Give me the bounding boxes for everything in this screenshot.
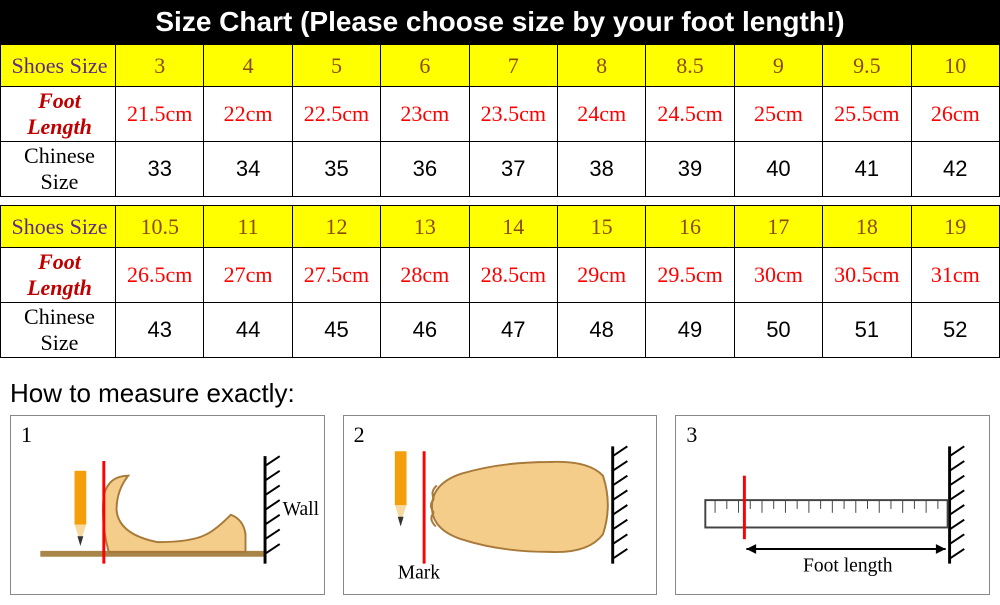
foot-length-row-cell: 28.5cm	[469, 248, 557, 303]
chinese-size-row: Chinese Size43444546474849505152	[1, 303, 1000, 358]
shoes-size-row-cell: 9	[734, 45, 822, 87]
shoes-size-row-cell: 17	[734, 206, 822, 248]
foot-length-row-cell: 25cm	[734, 87, 822, 142]
chinese-size-row-label: Chinese Size	[1, 303, 116, 358]
chinese-size-row: Chinese Size33343536373839404142	[1, 142, 1000, 197]
diagram-step-2: 2 Mark	[343, 415, 658, 595]
shoes-size-row: Shoes Size10.5111213141516171819	[1, 206, 1000, 248]
howto-heading: How to measure exactly:	[10, 378, 1000, 409]
diagram-step-1: 1 Wall	[10, 415, 325, 595]
chinese-size-row-cell: 49	[646, 303, 734, 358]
shoes-size-row-cell: 18	[823, 206, 911, 248]
foot-length-row-cell: 30.5cm	[823, 248, 911, 303]
foot-top-icon	[432, 462, 608, 552]
shoes-size-row-cell: 13	[381, 206, 469, 248]
shoes-size-row: Shoes Size3456788.599.510	[1, 45, 1000, 87]
diagram-3-svg: Foot length	[676, 416, 989, 594]
wall-label: Wall	[283, 499, 320, 520]
shoes-size-row-cell: 8.5	[646, 45, 734, 87]
chinese-size-row-cell: 51	[823, 303, 911, 358]
foot-side-icon	[103, 476, 245, 552]
title-bar: Size Chart (Please choose size by your f…	[0, 0, 1000, 44]
chinese-size-row-cell: 46	[381, 303, 469, 358]
chinese-size-row-cell: 41	[823, 142, 911, 197]
shoes-size-row-cell: 10	[911, 45, 999, 87]
foot-length-row-cell: 24.5cm	[646, 87, 734, 142]
foot-length-row: Foot Length26.5cm27cm27.5cm28cm28.5cm29c…	[1, 248, 1000, 303]
shoes-size-row-cell: 11	[204, 206, 292, 248]
shoes-size-row-cell: 9.5	[823, 45, 911, 87]
chinese-size-row-cell: 39	[646, 142, 734, 197]
shoes-size-row-cell: 14	[469, 206, 557, 248]
diagram-1-svg: Wall	[11, 416, 324, 594]
foot-length-row-cell: 26.5cm	[116, 248, 204, 303]
foot-length-row-cell: 23cm	[381, 87, 469, 142]
shoes-size-row-cell: 3	[116, 45, 204, 87]
chinese-size-row-cell: 36	[381, 142, 469, 197]
diagram-step-3: 3	[675, 415, 990, 595]
foot-length-row-cell: 31cm	[911, 248, 999, 303]
foot-length-row: Foot Length21.5cm22cm22.5cm23cm23.5cm24c…	[1, 87, 1000, 142]
shoes-size-row-cell: 15	[557, 206, 645, 248]
shoes-size-row-cell: 19	[911, 206, 999, 248]
chinese-size-row-cell: 40	[734, 142, 822, 197]
chinese-size-row-cell: 48	[557, 303, 645, 358]
shoes-size-row-cell: 10.5	[116, 206, 204, 248]
chinese-size-row-cell: 50	[734, 303, 822, 358]
size-table-1: Shoes Size3456788.599.510Foot Length21.5…	[0, 44, 1000, 197]
foot-length-row-cell: 27.5cm	[292, 248, 380, 303]
diagram-number: 2	[354, 422, 365, 448]
chinese-size-row-cell: 43	[116, 303, 204, 358]
diagram-number: 1	[21, 422, 32, 448]
shoes-size-row-label: Shoes Size	[1, 206, 116, 248]
chinese-size-row-cell: 35	[292, 142, 380, 197]
chinese-size-row-cell: 37	[469, 142, 557, 197]
shoes-size-row-cell: 8	[557, 45, 645, 87]
foot-length-row-label: Foot Length	[1, 248, 116, 303]
diagram-2-svg: Mark	[344, 416, 657, 594]
chinese-size-row-cell: 38	[557, 142, 645, 197]
chinese-size-row-cell: 44	[204, 303, 292, 358]
foot-length-row-cell: 28cm	[381, 248, 469, 303]
foot-length-row-cell: 22cm	[204, 87, 292, 142]
chinese-size-row-cell: 45	[292, 303, 380, 358]
shoes-size-row-cell: 4	[204, 45, 292, 87]
foot-length-row-cell: 26cm	[911, 87, 999, 142]
foot-length-row-cell: 29.5cm	[646, 248, 734, 303]
shoes-size-row-label: Shoes Size	[1, 45, 116, 87]
shoes-size-row-cell: 12	[292, 206, 380, 248]
foot-length-row-cell: 25.5cm	[823, 87, 911, 142]
foot-length-row-cell: 29cm	[557, 248, 645, 303]
chinese-size-row-label: Chinese Size	[1, 142, 116, 197]
size-tables: Shoes Size3456788.599.510Foot Length21.5…	[0, 44, 1000, 358]
chinese-size-row-cell: 42	[911, 142, 999, 197]
chinese-size-row-cell: 52	[911, 303, 999, 358]
mark-label: Mark	[397, 562, 440, 583]
foot-length-row-cell: 23.5cm	[469, 87, 557, 142]
foot-length-row-cell: 22.5cm	[292, 87, 380, 142]
pencil-icon	[75, 471, 87, 546]
size-table-2: Shoes Size10.5111213141516171819Foot Len…	[0, 205, 1000, 358]
title-text: Size Chart (Please choose size by your f…	[155, 6, 844, 37]
shoes-size-row-cell: 6	[381, 45, 469, 87]
footlength-label: Foot length	[803, 555, 893, 576]
diagram-number: 3	[686, 422, 697, 448]
diagram-row: 1 Wall 2	[0, 415, 1000, 605]
shoes-size-row-cell: 5	[292, 45, 380, 87]
foot-length-row-label: Foot Length	[1, 87, 116, 142]
table-gap	[0, 197, 1000, 205]
shoes-size-row-cell: 7	[469, 45, 557, 87]
foot-length-row-cell: 24cm	[557, 87, 645, 142]
foot-length-row-cell: 30cm	[734, 248, 822, 303]
pencil-icon	[394, 451, 406, 526]
chinese-size-row-cell: 33	[116, 142, 204, 197]
chinese-size-row-cell: 47	[469, 303, 557, 358]
chinese-size-row-cell: 34	[204, 142, 292, 197]
ruler-icon	[706, 500, 948, 527]
foot-length-row-cell: 27cm	[204, 248, 292, 303]
shoes-size-row-cell: 16	[646, 206, 734, 248]
foot-length-row-cell: 21.5cm	[116, 87, 204, 142]
